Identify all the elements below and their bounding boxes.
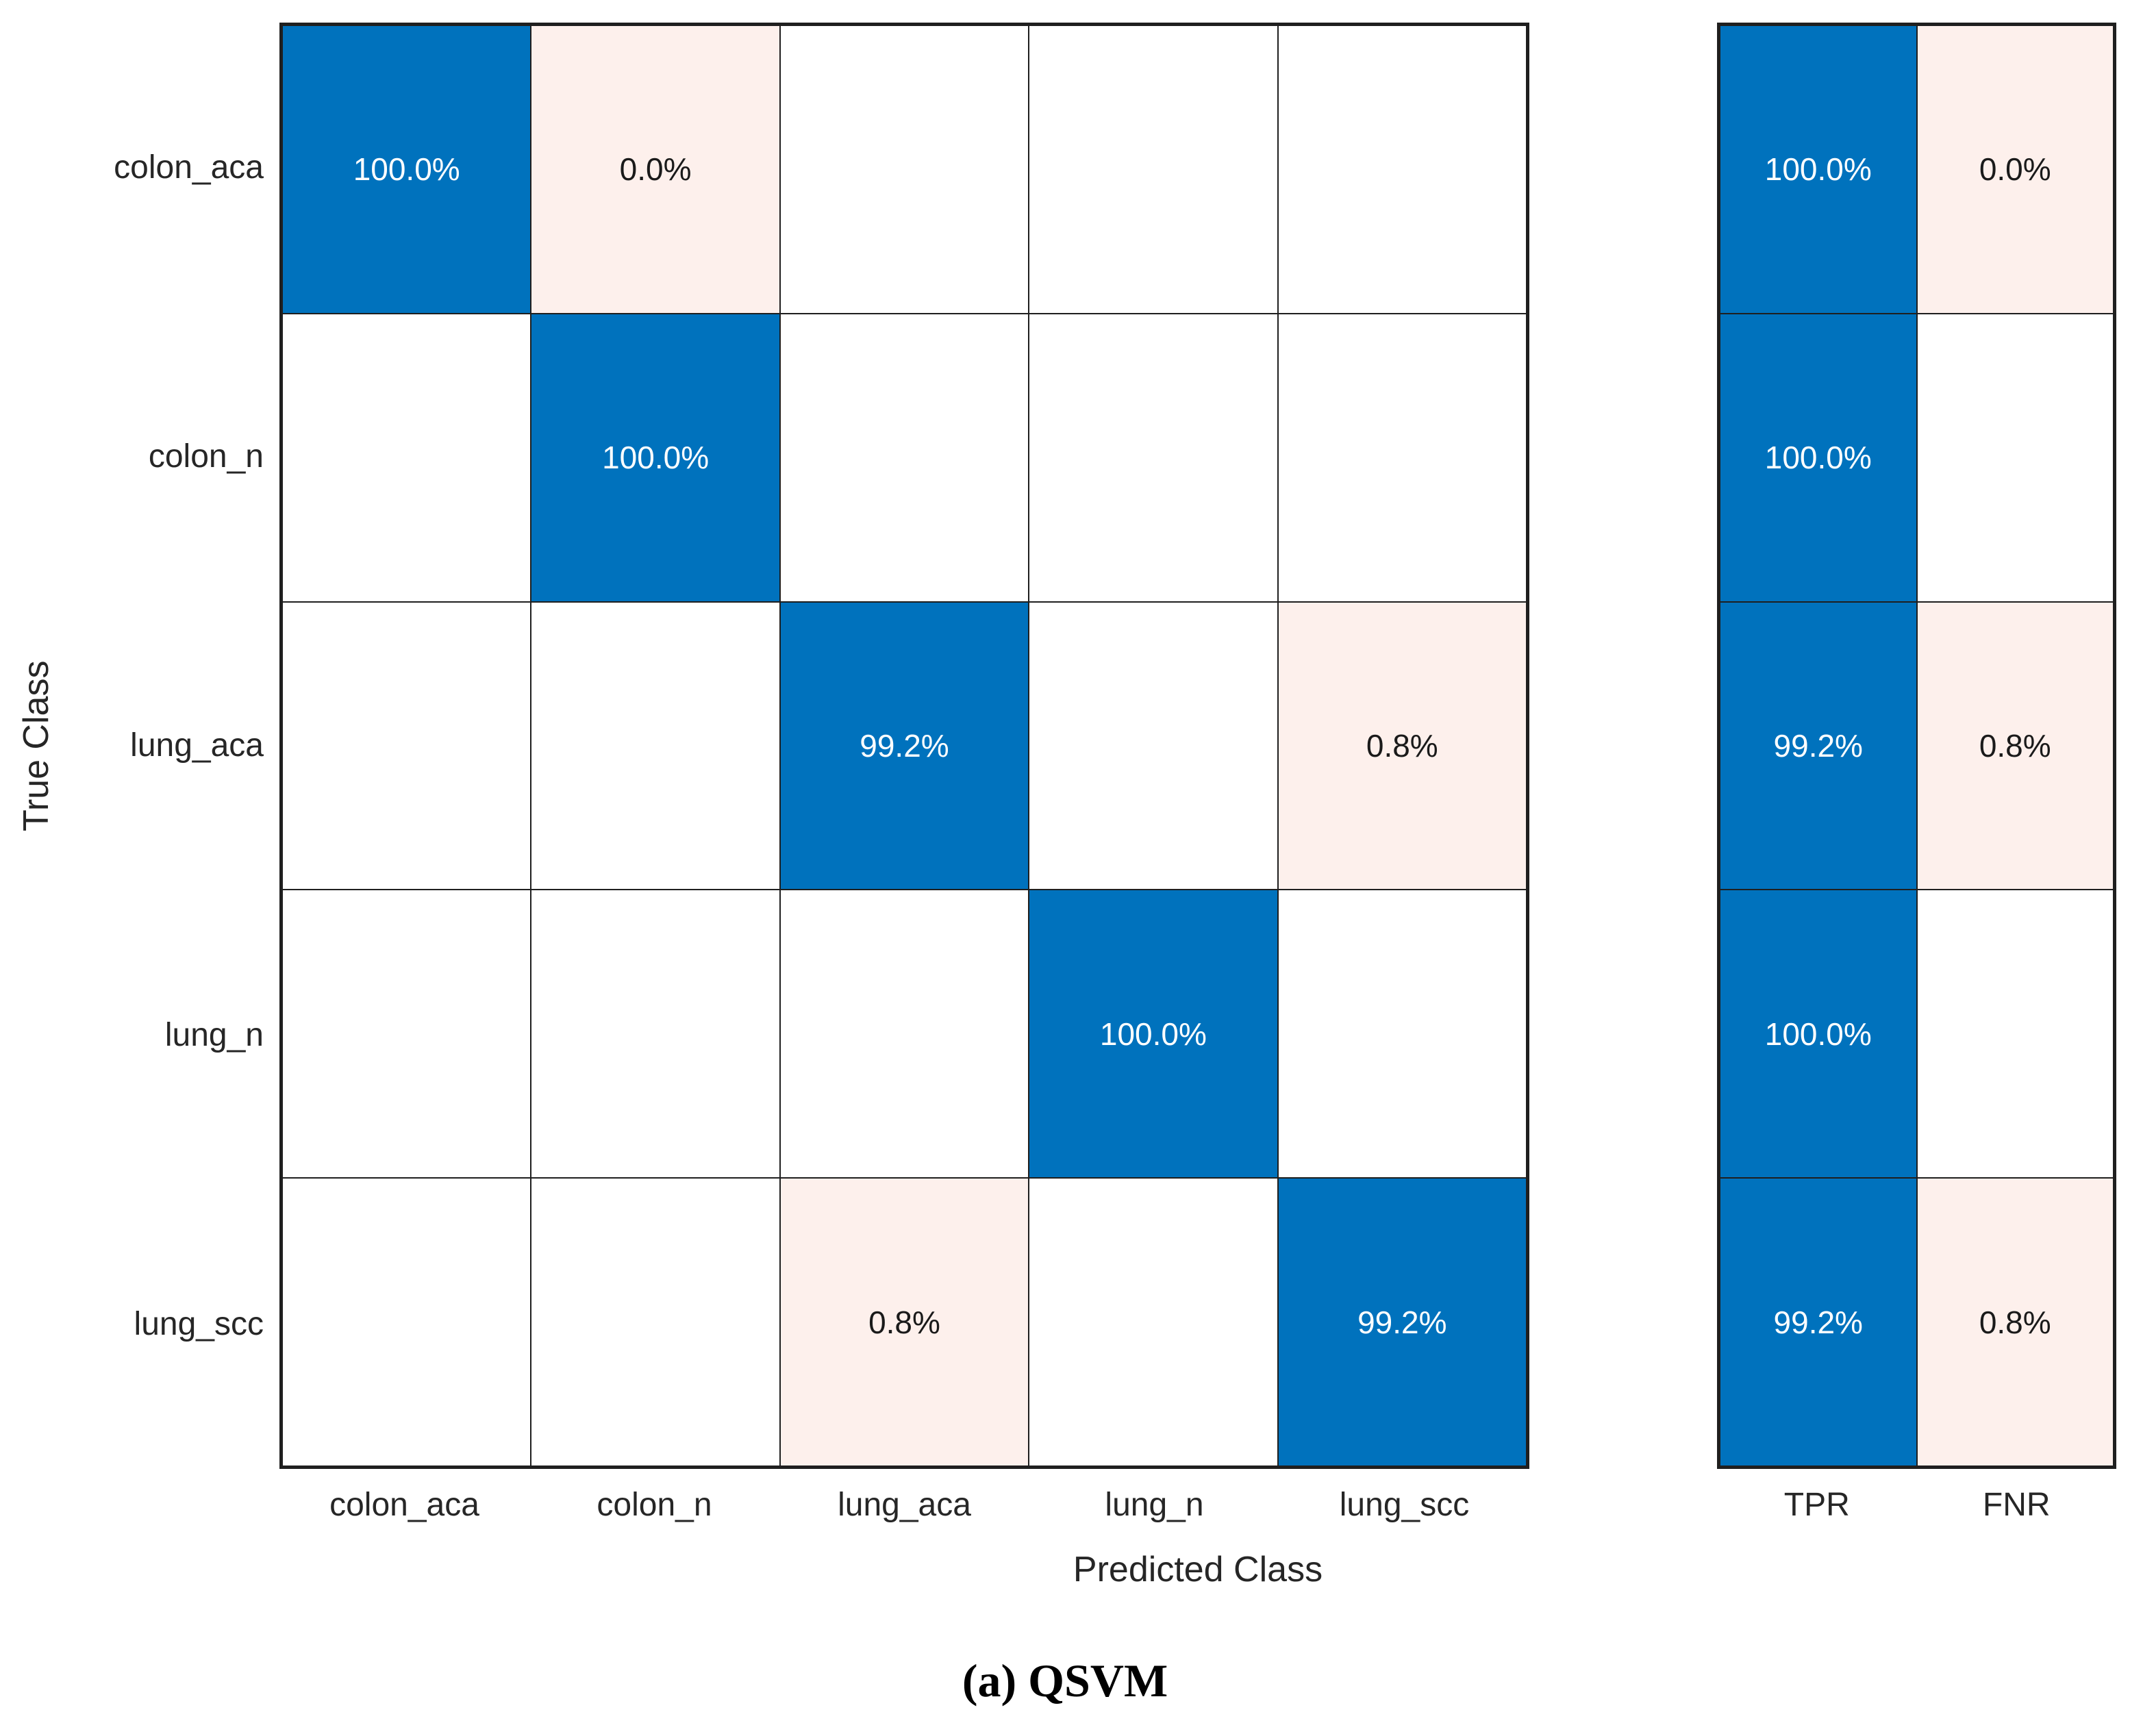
matrix-cell-r5c1 bbox=[282, 1178, 531, 1466]
matrix-cell-r5c2 bbox=[531, 1178, 780, 1466]
col-tick-colon_aca: colon_aca bbox=[329, 1487, 479, 1523]
summary-cell-r4c1: 100.0% bbox=[1720, 890, 1917, 1179]
matrix-cell-r1c3 bbox=[779, 25, 1029, 314]
summary-cell-r5c2: 0.8% bbox=[1916, 1178, 2114, 1466]
row-tick-labels: colon_aca colon_n lung_aca lung_n lung_scc bbox=[0, 23, 264, 1469]
matrix-cell-r4c2 bbox=[531, 890, 780, 1179]
x-axis-label: Predicted Class bbox=[1073, 1550, 1323, 1589]
matrix-cell-r3c3: 99.2% bbox=[779, 601, 1029, 890]
summary-cell-r3c1: 99.2% bbox=[1720, 601, 1917, 890]
matrix-cell-r2c4 bbox=[1029, 313, 1278, 602]
matrix-cell-r1c2: 0.0% bbox=[531, 25, 780, 314]
summary-cell-r5c1: 99.2% bbox=[1720, 1178, 1917, 1466]
row-tick-colon_n: colon_n bbox=[148, 438, 264, 475]
summary-cell-r2c1: 100.0% bbox=[1720, 313, 1917, 602]
matrix-cell-r1c5 bbox=[1277, 25, 1527, 314]
matrix-cell-r4c4: 100.0% bbox=[1029, 890, 1278, 1179]
confusion-matrix-grid: 100.0% 0.0% 100.0% 99.2% 0.8% 100.0% 0.8% 99.2% bbox=[279, 23, 1529, 1469]
matrix-cell-r2c1 bbox=[282, 313, 531, 602]
figure-caption: (a) QSVM bbox=[962, 1655, 1168, 1707]
summary-column-labels: TPR FNR bbox=[1717, 1486, 2116, 1534]
matrix-cell-r2c5 bbox=[1277, 313, 1527, 602]
matrix-cell-r4c1 bbox=[282, 890, 531, 1179]
matrix-cell-r5c5: 99.2% bbox=[1277, 1178, 1527, 1466]
summary-cell-r1c2: 0.0% bbox=[1916, 25, 2114, 314]
summary-cell-r3c2: 0.8% bbox=[1916, 601, 2114, 890]
summary-cell-r1c1: 100.0% bbox=[1720, 25, 1917, 314]
matrix-cell-r3c1 bbox=[282, 601, 531, 890]
row-tick-lung_aca: lung_aca bbox=[130, 727, 264, 764]
col-tick-colon_n: colon_n bbox=[597, 1487, 712, 1523]
matrix-cell-r5c3: 0.8% bbox=[779, 1178, 1029, 1466]
summary-cell-r4c2 bbox=[1916, 890, 2114, 1179]
matrix-cell-r3c2 bbox=[531, 601, 780, 890]
matrix-cell-r4c5 bbox=[1277, 890, 1527, 1179]
row-tick-lung_scc: lung_scc bbox=[134, 1306, 264, 1343]
row-summary-grid: 100.0% 0.0% 100.0% 99.2% 0.8% 100.0% 99.2% 0.8% bbox=[1717, 23, 2116, 1469]
row-tick-colon_aca: colon_aca bbox=[114, 149, 264, 186]
summary-col-tick-tpr: TPR bbox=[1783, 1487, 1850, 1523]
row-tick-lung_n: lung_n bbox=[164, 1016, 264, 1053]
matrix-cell-r3c5: 0.8% bbox=[1277, 601, 1527, 890]
summary-col-tick-fnr: FNR bbox=[1982, 1487, 2051, 1523]
matrix-cell-r3c4 bbox=[1029, 601, 1278, 890]
matrix-cell-r1c1: 100.0% bbox=[282, 25, 531, 314]
matrix-cell-r2c2: 100.0% bbox=[531, 313, 780, 602]
matrix-cell-r4c3 bbox=[779, 890, 1029, 1179]
matrix-cell-r1c4 bbox=[1029, 25, 1278, 314]
col-tick-lung_aca: lung_aca bbox=[838, 1487, 971, 1523]
matrix-cell-r5c4 bbox=[1029, 1178, 1278, 1466]
matrix-cell-r2c3 bbox=[779, 313, 1029, 602]
col-tick-lung_n: lung_n bbox=[1105, 1487, 1204, 1523]
col-tick-lung_scc: lung_scc bbox=[1339, 1487, 1470, 1523]
column-tick-labels: colon_aca colon_n lung_aca lung_n lung_scc bbox=[279, 1486, 1529, 1534]
summary-cell-r2c2 bbox=[1916, 313, 2114, 602]
